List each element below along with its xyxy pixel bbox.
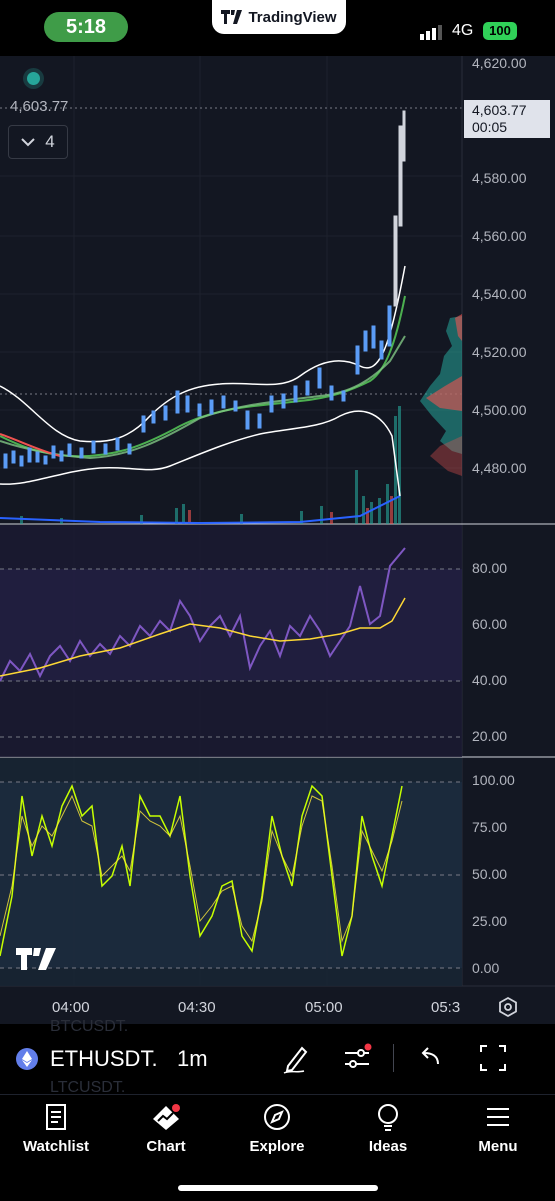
nav-watchlist-label: Watchlist	[22, 1138, 90, 1155]
symbol-selector[interactable]: ETHUSDT.	[50, 1046, 158, 1071]
price-axis-label: 4,580.00	[472, 170, 527, 186]
price-tag-countdown: 00:05	[472, 119, 508, 135]
time-axis-label: 05:3	[431, 999, 461, 1016]
rsi-line	[0, 547, 406, 682]
hamburger-menu-icon	[487, 1108, 509, 1126]
chart-settings-icon[interactable]	[497, 996, 519, 1018]
indicator-count: 4	[45, 132, 55, 151]
interval-selector[interactable]: 1m	[177, 1046, 208, 1071]
nav-watchlist[interactable]: Watchlist	[6, 1102, 106, 1155]
indicators-collapse-button[interactable]: 4	[8, 125, 68, 159]
stoch-axis-label: 75.00	[472, 819, 508, 835]
time-axis-label: 04:00	[52, 999, 90, 1016]
tradingview-watermark-icon[interactable]	[16, 948, 58, 970]
volume-profile	[420, 314, 462, 476]
drawing-tool-icon[interactable]	[282, 1042, 312, 1074]
rsi-ma-line	[0, 597, 406, 677]
ethereum-icon	[16, 1048, 38, 1070]
price-axis-label: 4,540.00	[472, 286, 527, 302]
ghost-symbol-below: LTCUSDT.	[50, 1079, 126, 1096]
volume-bars	[20, 406, 401, 524]
tradingview-logo-icon	[221, 10, 243, 24]
price-axis-label: 4,480.00	[472, 460, 527, 476]
symbol-toolbar	[0, 1024, 555, 1094]
price-axis-label: 4,560.00	[472, 228, 527, 244]
indicators-settings-icon[interactable]	[341, 1042, 373, 1074]
price-axis-label: 4,620.00	[472, 55, 527, 71]
stoch-axis-label: 100.00	[472, 772, 515, 788]
nav-ideas-label: Ideas	[368, 1138, 408, 1155]
nav-chart[interactable]: Chart	[116, 1102, 216, 1155]
signal-icon	[420, 25, 442, 40]
undo-icon[interactable]	[418, 1042, 442, 1074]
chart-canvas[interactable]	[0, 56, 555, 1024]
tradingview-badge: TradingView	[212, 0, 346, 34]
battery-indicator: 100	[483, 22, 517, 40]
time-axis-label: 05:00	[305, 999, 343, 1016]
lightbulb-icon	[378, 1104, 398, 1131]
rsi-axis-label: 20.00	[472, 728, 508, 744]
rsi-axis-label: 80.00	[472, 560, 508, 576]
chart-icon	[153, 1104, 180, 1130]
bottom-navigation	[0, 1094, 555, 1201]
home-indicator[interactable]	[178, 1185, 378, 1191]
stoch-d-line	[0, 794, 403, 943]
price-tag: 4,603.77 00:05	[464, 100, 550, 138]
nav-menu-label: Menu	[478, 1138, 518, 1155]
compass-icon	[264, 1104, 290, 1130]
fullscreen-icon[interactable]	[478, 1042, 508, 1074]
tradingview-label: TradingView	[248, 8, 337, 26]
stoch-axis-label: 25.00	[472, 913, 508, 929]
bollinger-bands	[0, 265, 406, 497]
nav-ideas[interactable]: Ideas	[338, 1102, 438, 1155]
nav-explore-label: Explore	[249, 1138, 305, 1155]
status-time: 5:18	[44, 12, 128, 42]
chevron-down-icon	[21, 138, 35, 147]
watchlist-icon	[46, 1104, 66, 1130]
price-tag-value: 4,603.77	[472, 102, 527, 118]
stoch-k-line	[0, 784, 403, 957]
rsi-axis-label: 40.00	[472, 672, 508, 688]
market-status-dot[interactable]	[27, 72, 40, 85]
rsi-axis-label: 60.00	[472, 616, 508, 632]
stoch-axis-label: 0.00	[472, 960, 500, 976]
stoch-axis-label: 50.00	[472, 866, 508, 882]
price-axis-label: 4,520.00	[472, 344, 527, 360]
network-label: 4G	[452, 22, 474, 39]
last-price-label: 4,603.77	[10, 98, 69, 115]
nav-explore[interactable]: Explore	[227, 1102, 327, 1155]
nav-chart-label: Chart	[146, 1138, 186, 1155]
toolbar-divider	[393, 1044, 394, 1072]
ghost-symbol-above: BTCUSDT.	[50, 1018, 129, 1035]
time-axis-label: 04:30	[178, 999, 216, 1016]
price-axis-label: 4,500.00	[472, 402, 527, 418]
nav-menu[interactable]: Menu	[448, 1102, 548, 1155]
candles	[3, 305, 392, 469]
